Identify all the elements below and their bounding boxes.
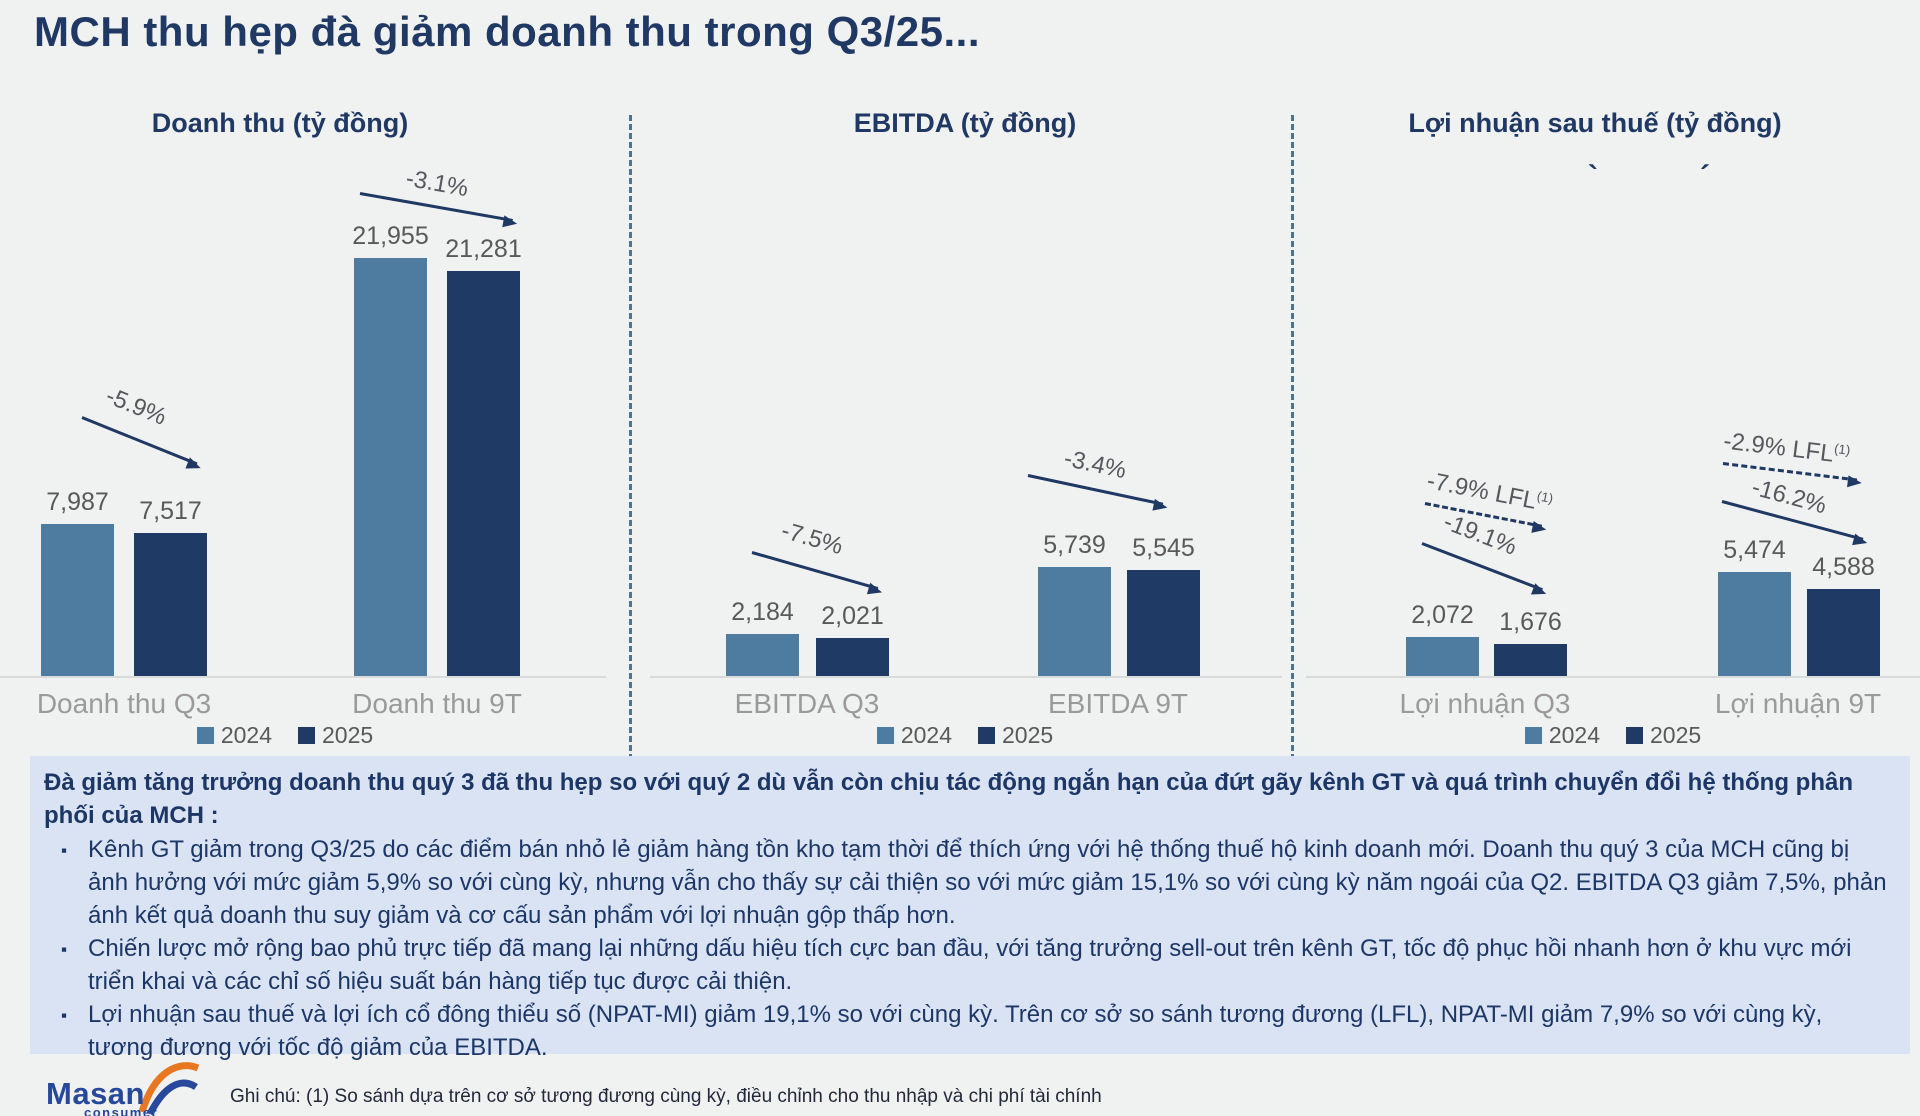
- chart-title-net-profit: Lợi nhuận sau thuế (tỷ đồng): [1408, 108, 1782, 138]
- legend-swatch-2024: [876, 727, 894, 744]
- bar-value-label: 5,739: [1043, 531, 1106, 559]
- axis-baseline-ebitda: [650, 676, 1282, 678]
- category-label-revenue-q3: Doanh thu Q3: [36, 688, 212, 719]
- bar-value-label: 21,281: [445, 235, 522, 263]
- legend-label-2024: 2024: [1548, 722, 1600, 748]
- bar-value-label: 4,588: [1812, 553, 1875, 581]
- legend-swatch-2024: [1524, 727, 1542, 744]
- legend-item-2025: 2025: [978, 722, 1053, 749]
- title-artifact-grave: `: [1588, 160, 1598, 193]
- legend-label-2025: 2025: [1002, 722, 1054, 748]
- trend-arrow-label: -3.1%: [403, 164, 471, 203]
- legend-net-profit: 2024 2025: [1493, 722, 1733, 749]
- legend-item-2024: 2024: [1524, 722, 1600, 749]
- legend-label-2024: 2024: [220, 722, 272, 748]
- chart-title-ebitda: EBITDA (tỷ đồng): [853, 108, 1077, 138]
- legend-swatch-2025: [1626, 727, 1643, 744]
- bar-2024-Doanh thu 9T: [354, 258, 427, 676]
- legend-item-2024: 2024: [876, 722, 952, 749]
- trend-arrow-label: -7.5%: [778, 516, 846, 561]
- panel-divider: [629, 115, 632, 760]
- axis-baseline-net-profit: [1306, 676, 1920, 678]
- bar-value-label: 2,021: [821, 602, 884, 630]
- bar-2025-Doanh thu Q3: [134, 533, 207, 676]
- masan-logo: Masan consumer: [46, 1058, 200, 1116]
- panel-divider: [1291, 115, 1294, 760]
- trend-arrow-label: -5.9%: [102, 382, 171, 431]
- category-label-ebitda-9t: EBITDA 9T: [1047, 688, 1189, 719]
- bar-value-label: 7,517: [139, 497, 202, 525]
- category-label-ebitda-q3: EBITDA Q3: [734, 688, 880, 719]
- legend-label-2024: 2024: [900, 722, 952, 748]
- commentary-bullet: Kênh GT giảm trong Q3/25 do các điểm bán…: [61, 833, 1892, 932]
- legend-revenue: 2024 2025: [165, 722, 405, 749]
- commentary-box: Đà giảm tăng trưởng doanh thu quý 3 đã t…: [30, 756, 1910, 1061]
- bar-2025-Doanh thu 9T: [447, 271, 520, 676]
- bar-2024-Lợi nhuận 9T: [1718, 572, 1791, 676]
- bar-2024-Lợi nhuận Q3: [1406, 637, 1479, 676]
- masan-logo-swoosh: [138, 1062, 200, 1116]
- bar-2025-Lợi nhuận Q3: [1494, 644, 1567, 676]
- legend-swatch-2025: [978, 727, 995, 744]
- footnote: Ghi chú: (1) So sánh dựa trên cơ sở tươn…: [230, 1086, 1102, 1107]
- category-label-net-profit-9t: Lợi nhuận 9T: [1714, 688, 1882, 719]
- category-label-net-profit-q3: Lợi nhuận Q3: [1399, 688, 1571, 719]
- legend-item-2024: 2024: [196, 722, 272, 749]
- legend-item-2025: 2025: [1626, 722, 1701, 749]
- legend-label-2025: 2025: [322, 722, 374, 748]
- bar-2024-EBITDA Q3: [726, 634, 799, 676]
- masan-logo-text: Masan: [46, 1076, 145, 1111]
- commentary-list: Kênh GT giảm trong Q3/25 do các điểm bán…: [44, 833, 1892, 1064]
- legend-swatch-2025: [298, 727, 315, 744]
- bar-2024-EBITDA 9T: [1038, 567, 1111, 676]
- title-artifact-acute: ´: [1700, 160, 1710, 193]
- legend-ebitda: 2024 2025: [845, 722, 1085, 749]
- axis-baseline-revenue: [0, 676, 606, 678]
- chart-title-revenue: Doanh thu (tỷ đồng): [151, 108, 409, 138]
- legend-item-2025: 2025: [298, 722, 373, 749]
- bar-value-label: 5,545: [1132, 534, 1195, 562]
- bar-2024-Doanh thu Q3: [41, 524, 114, 676]
- bar-2025-Lợi nhuận 9T: [1807, 589, 1880, 676]
- bar-value-label: 1,676: [1499, 608, 1562, 636]
- bar-value-label: 2,072: [1411, 601, 1474, 629]
- commentary-bullet: Lợi nhuận sau thuế và lợi ích cổ đông th…: [61, 998, 1892, 1064]
- bar-value-label: 2,184: [731, 598, 794, 626]
- category-label-revenue-9t: Doanh thu 9T: [352, 688, 522, 719]
- trend-arrow-label: -3.4%: [1061, 444, 1129, 485]
- commentary-bullet: Chiến lược mở rộng bao phủ trực tiếp đã …: [61, 932, 1892, 998]
- legend-swatch-2024: [196, 727, 214, 744]
- legend-label-2025: 2025: [1650, 722, 1702, 748]
- bar-2025-EBITDA 9T: [1127, 570, 1200, 676]
- bar-value-label: 21,955: [352, 222, 429, 250]
- page-title: MCH thu hẹp đà giảm doanh thu trong Q3/2…: [34, 8, 980, 55]
- masan-logo-subtext: consumer: [84, 1105, 159, 1116]
- bar-value-label: 5,474: [1723, 536, 1786, 564]
- bar-2025-EBITDA Q3: [816, 638, 889, 676]
- bar-value-label: 7,987: [46, 488, 109, 516]
- commentary-heading: Đà giảm tăng trưởng doanh thu quý 3 đã t…: [44, 769, 1853, 829]
